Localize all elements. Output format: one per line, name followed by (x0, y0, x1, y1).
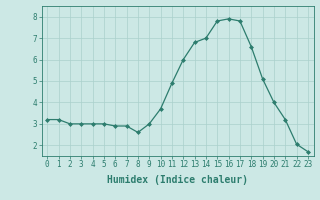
X-axis label: Humidex (Indice chaleur): Humidex (Indice chaleur) (107, 175, 248, 185)
